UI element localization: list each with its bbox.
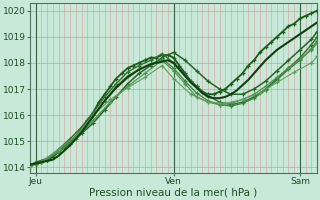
X-axis label: Pression niveau de la mer( hPa ): Pression niveau de la mer( hPa ) [90,187,258,197]
